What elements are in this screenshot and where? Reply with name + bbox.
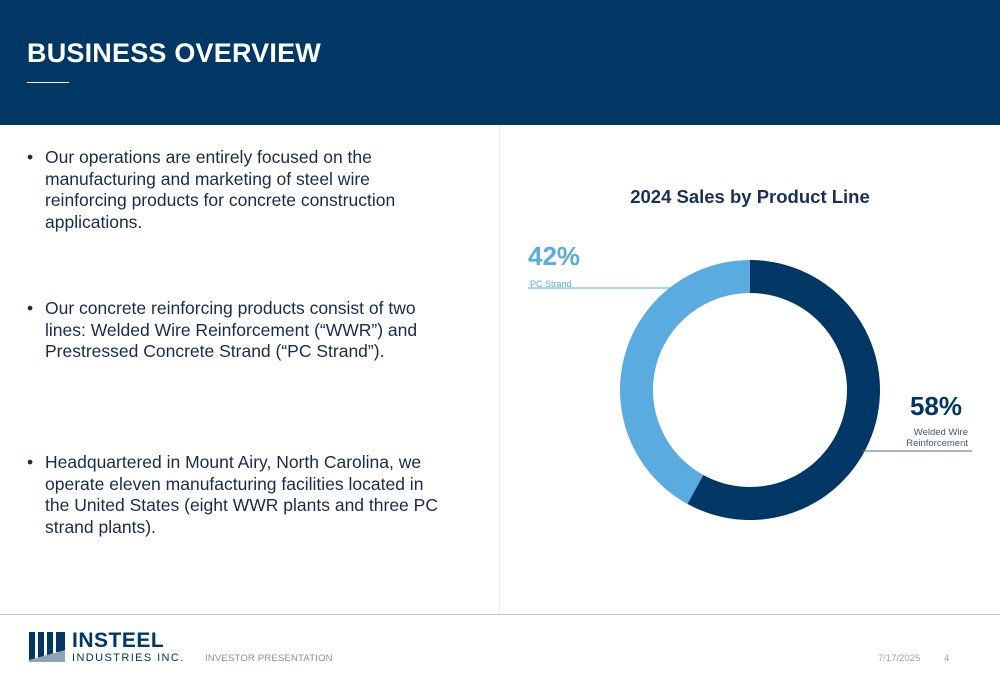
bullet-item: Headquartered in Mount Airy, North Carol… xyxy=(27,452,447,538)
logo-wordmark: INSTEEL xyxy=(72,629,165,652)
header-band: BUSINESS OVERVIEW xyxy=(0,0,1000,125)
footer-label: INVESTOR PRESENTATION xyxy=(205,653,333,664)
legend-label-wwr-line2: Reinforcement xyxy=(906,438,968,449)
panel-divider xyxy=(499,125,500,615)
data-label-pc-strand: 42% xyxy=(528,241,580,271)
slice-pc-strand xyxy=(620,260,750,504)
footer-divider xyxy=(0,614,1000,615)
insteel-logo-mark xyxy=(29,632,65,662)
bullet-item: Our concrete reinforcing products consis… xyxy=(27,298,447,363)
data-label-wwr: 58% xyxy=(910,391,962,421)
chart-title: 2024 Sales by Product Line xyxy=(630,186,870,207)
logo-subtitle: INDUSTRIES INC. xyxy=(72,652,185,664)
bullet-item: Our operations are entirely focused on t… xyxy=(27,147,447,233)
slice-wwr xyxy=(687,260,880,520)
legend-label-wwr-line1: Welded Wire xyxy=(914,427,968,438)
footer-date: 7/17/2025 xyxy=(878,653,921,664)
page-number: 4 xyxy=(944,653,950,664)
page-title: BUSINESS OVERVIEW xyxy=(27,38,321,68)
title-underline xyxy=(27,82,69,83)
legend-label-pc-strand: PC Strand xyxy=(530,279,572,289)
